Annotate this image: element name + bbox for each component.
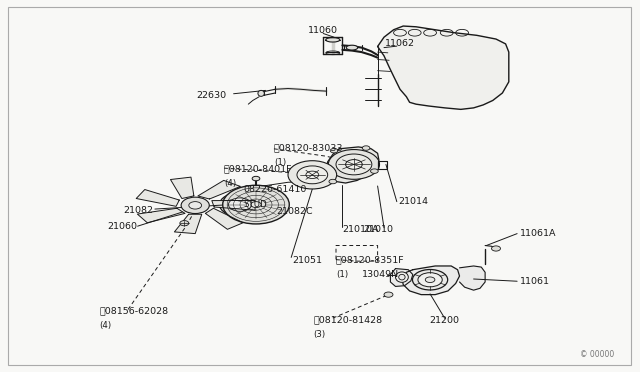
Text: (3): (3) (314, 330, 326, 339)
Text: (1): (1) (274, 158, 286, 167)
Polygon shape (460, 266, 485, 290)
Polygon shape (198, 180, 241, 199)
Text: 11061: 11061 (520, 278, 550, 286)
Circle shape (220, 193, 260, 217)
Polygon shape (170, 177, 194, 199)
Ellipse shape (425, 277, 435, 283)
Circle shape (306, 171, 319, 179)
Circle shape (371, 169, 378, 173)
Ellipse shape (418, 273, 442, 287)
Polygon shape (390, 269, 413, 286)
Text: © 00000: © 00000 (580, 350, 614, 359)
Circle shape (328, 150, 380, 179)
Text: 21082: 21082 (124, 206, 154, 215)
Text: 21051: 21051 (292, 256, 322, 265)
Text: (4): (4) (99, 321, 111, 330)
Circle shape (252, 176, 260, 181)
Circle shape (288, 161, 337, 189)
Text: Ⓑ08120-8401F: Ⓑ08120-8401F (224, 164, 292, 173)
Ellipse shape (399, 275, 405, 280)
Text: 21082C: 21082C (276, 207, 313, 216)
Ellipse shape (346, 45, 358, 50)
Circle shape (297, 166, 328, 184)
Circle shape (180, 221, 189, 226)
Circle shape (329, 179, 337, 184)
Polygon shape (138, 208, 185, 223)
Polygon shape (326, 147, 379, 183)
Circle shape (228, 198, 252, 211)
Circle shape (346, 160, 362, 169)
Polygon shape (136, 190, 179, 206)
Polygon shape (378, 26, 509, 109)
Ellipse shape (326, 38, 340, 42)
Polygon shape (175, 214, 202, 234)
Text: (4): (4) (224, 179, 236, 188)
Circle shape (336, 154, 372, 175)
Ellipse shape (413, 269, 448, 290)
Ellipse shape (396, 272, 408, 282)
Circle shape (384, 292, 393, 297)
Text: Ⓑ08120-83033: Ⓑ08120-83033 (274, 144, 344, 153)
Text: 11061A: 11061A (520, 229, 556, 238)
Text: (1): (1) (336, 270, 348, 279)
Text: 13049N: 13049N (362, 270, 399, 279)
Text: 22630: 22630 (196, 92, 227, 100)
Polygon shape (402, 266, 460, 295)
Polygon shape (205, 208, 243, 229)
Circle shape (362, 146, 370, 150)
Polygon shape (212, 201, 255, 210)
Text: 21014: 21014 (398, 197, 428, 206)
Text: 21010A: 21010A (342, 225, 379, 234)
Circle shape (223, 185, 289, 224)
Circle shape (330, 148, 338, 153)
Text: 21010: 21010 (364, 225, 394, 234)
Text: 11060: 11060 (308, 26, 338, 35)
Text: 11062: 11062 (385, 39, 415, 48)
Text: 08226-61410: 08226-61410 (243, 185, 307, 194)
Ellipse shape (258, 90, 264, 96)
Text: 21200: 21200 (429, 316, 459, 325)
Circle shape (189, 202, 202, 209)
Circle shape (181, 197, 209, 214)
Circle shape (251, 202, 261, 208)
Text: Ⓑ08120-8351F: Ⓑ08120-8351F (336, 255, 404, 264)
Circle shape (492, 246, 500, 251)
Text: STUD: STUD (243, 200, 267, 209)
Text: Ⓑ08156-62028: Ⓑ08156-62028 (99, 306, 168, 315)
Text: 21060: 21060 (108, 222, 138, 231)
Text: Ⓑ08120-81428: Ⓑ08120-81428 (314, 315, 383, 324)
